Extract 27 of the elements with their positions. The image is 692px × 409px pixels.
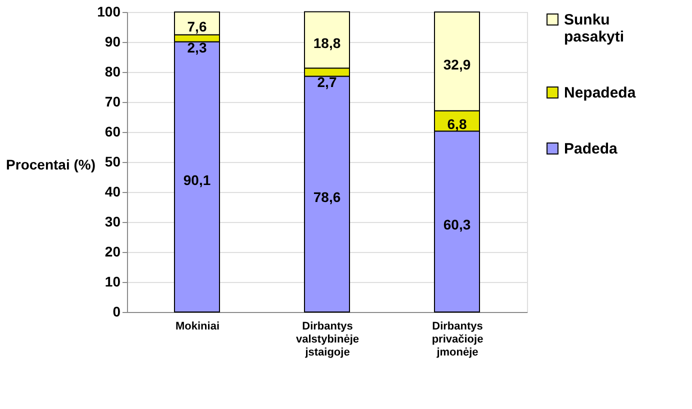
data-label: 78,6 xyxy=(313,189,341,206)
y-tick-label: 0 xyxy=(112,304,121,320)
x-tick-label: Mokiniai xyxy=(175,320,220,332)
y-tick-label: 100 xyxy=(97,4,121,20)
legend-label: Padeda xyxy=(564,140,618,158)
y-tick-label: 90 xyxy=(104,34,121,50)
y-tick-label: 10 xyxy=(104,274,121,290)
data-label: 2,7 xyxy=(317,74,337,90)
y-axis-title: Procentai (%) xyxy=(6,156,96,172)
data-label: 60,3 xyxy=(443,216,471,233)
data-label: 18,8 xyxy=(313,34,341,51)
data-label: 7,6 xyxy=(187,18,207,34)
x-tick-label: Dirbantys privačioje jmonėje xyxy=(432,320,484,358)
y-tick-label: 50 xyxy=(104,154,121,170)
y-tick-label: 30 xyxy=(104,214,121,230)
y-tick-label: 70 xyxy=(104,94,121,110)
data-label: 6,8 xyxy=(447,116,467,132)
y-tick-label: 40 xyxy=(104,184,121,200)
legend-label: Sunku pasakyti xyxy=(564,12,624,46)
data-label: 2,3 xyxy=(187,40,207,56)
data-label: 90,1 xyxy=(183,172,211,188)
legend-label: Nepadeda xyxy=(564,84,636,102)
data-label: 32,9 xyxy=(443,56,471,72)
x-tick-label: Dirbantys valstybinėje jstaigoje xyxy=(296,320,359,358)
y-tick-label: 80 xyxy=(104,64,121,80)
y-tick-label: 60 xyxy=(104,124,121,140)
y-tick-label: 20 xyxy=(104,244,121,260)
